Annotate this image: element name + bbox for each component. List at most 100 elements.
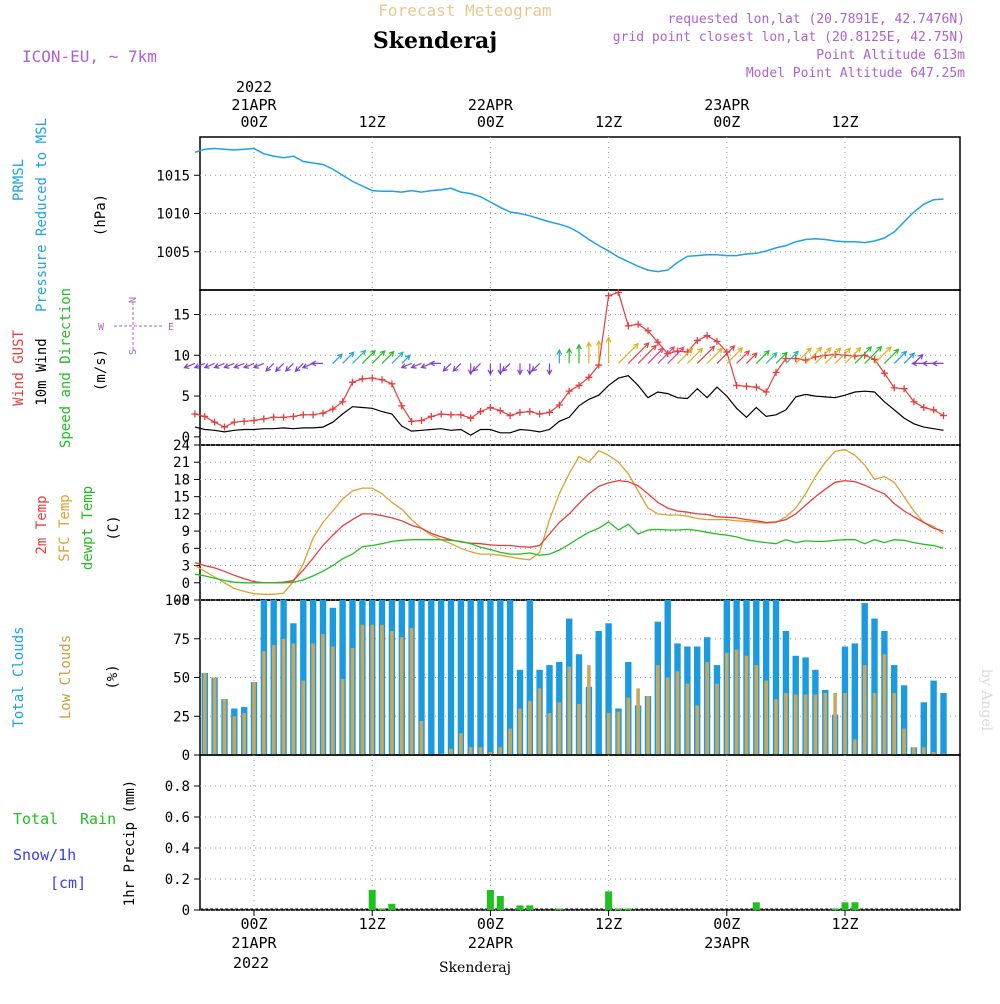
total-cloud-bar [772, 600, 780, 755]
panel-frame [199, 444, 961, 601]
top-hour-label: 00Z [240, 113, 267, 131]
low-cloud-bar [360, 624, 365, 755]
low-cloud-bar [922, 747, 926, 756]
gust-marker [398, 402, 406, 410]
gust-marker [743, 382, 750, 390]
y-tick-label: 6 [182, 541, 190, 557]
gust-marker [762, 388, 770, 396]
gust-marker [240, 417, 248, 425]
total-cloud-bar [457, 600, 465, 755]
total-cloud-bar [920, 702, 927, 755]
low-cloud-bar [754, 665, 759, 755]
gust-marker [417, 417, 425, 425]
low-cloud-bar [537, 688, 542, 755]
bottom-year: 2022 [233, 954, 269, 972]
rain-bar [526, 905, 534, 910]
gust-marker [220, 423, 228, 431]
rain-bar [388, 903, 396, 910]
wind-direction-arrow [361, 349, 376, 364]
top-year: 2022 [236, 78, 272, 96]
total-clouds-label: Total Clouds [11, 626, 27, 727]
low-cloud-bar [744, 655, 749, 755]
total-cloud-bar [428, 600, 435, 755]
model-point-altitude: Model Point Altitude 647.25m [746, 66, 965, 81]
requested-coords: requested lon,lat (20.7891E, 42.7476N) [668, 12, 965, 27]
wind-direction-arrow [381, 350, 395, 364]
gust-marker [772, 368, 780, 376]
y-tick-label: 18 [173, 472, 190, 488]
rain-bar [851, 902, 859, 911]
gust-marker [890, 384, 898, 392]
gust-marker [230, 418, 238, 426]
low-cloud-bar [508, 728, 512, 755]
low-cloud-bar [695, 705, 699, 755]
rain-bar [496, 896, 504, 910]
wind-direction-arrow [420, 362, 432, 369]
wind-direction-arrow [284, 362, 294, 372]
wind-direction-arrow [391, 351, 404, 364]
precip-labels: Total Rain Snow/1h [cm] 1hr Precip (mm) [13, 780, 138, 906]
wind-labels: Wind GUST 10m Wind Speed and Direction (… [11, 288, 174, 448]
dewpt-line [194, 521, 944, 584]
pressure-line [194, 147, 944, 273]
precip-axis-label: 1hr Precip (mm) [122, 780, 138, 906]
y-tick-label: 75 [173, 632, 190, 648]
gust-marker [329, 405, 337, 413]
wind-direction-arrow [903, 352, 916, 364]
compass-s: S [128, 349, 139, 355]
top-date-label: 23APR [704, 96, 750, 114]
wind-gust-label: Wind GUST [11, 330, 27, 406]
total-cloud-bar [763, 600, 770, 755]
precip-panel: 0 0.2 0.4 0.6 0.8 [165, 754, 961, 919]
rain-bar [378, 908, 386, 910]
gust-marker [792, 355, 800, 363]
low-cloud-bar [784, 693, 788, 755]
bottom-date-label: 23APR [704, 934, 750, 952]
forecast-meteogram-title: Forecast Meteogram [378, 1, 551, 20]
gust-marker [575, 381, 583, 389]
wind-direction-arrow [874, 346, 892, 364]
bottom-hour-label: 12Z [831, 915, 858, 933]
low-cloud-bar [774, 699, 778, 755]
top-hour-label: 12Z [831, 113, 858, 131]
wind-direction-arrow [301, 362, 314, 369]
top-hour-label: 12Z [359, 113, 386, 131]
cm-label: [cm] [50, 874, 86, 892]
wind-direction-arrow [931, 360, 944, 367]
y-tick-label: 0 [182, 903, 190, 919]
gust-marker [289, 412, 297, 420]
bottom-hour-label: 00Z [477, 915, 504, 933]
compass-n: N [128, 297, 139, 303]
low-cloud-bar [212, 677, 217, 755]
gust-marker [447, 411, 455, 419]
low-cloud-bar [626, 697, 631, 755]
gust-marker [339, 398, 347, 406]
rain-bar [368, 889, 376, 910]
panel-frame [199, 754, 961, 911]
gust-marker [605, 292, 613, 300]
wind-direction-arrow [526, 363, 533, 376]
wind-direction-arrow [442, 362, 452, 372]
gust-marker [496, 407, 504, 415]
low-cloud-bar [862, 665, 867, 755]
top-date-label: 22APR [468, 96, 514, 114]
low-cloud-bar [380, 624, 384, 755]
wind-direction-arrow [576, 343, 582, 364]
low-cloud-bar [252, 682, 256, 755]
percent-unit: (%) [105, 664, 121, 689]
total-cloud-bar [506, 600, 514, 755]
low-cloud-bar [449, 748, 453, 755]
gust-marker [319, 409, 327, 417]
bottom-hour-label: 00Z [240, 915, 267, 933]
rain-bar [831, 908, 839, 910]
low-cloud-bar [872, 693, 877, 755]
wind-direction-arrow [824, 347, 842, 364]
hpa-unit: (hPa) [93, 194, 109, 236]
low-cloud-bar [498, 747, 502, 756]
gust-marker [309, 411, 317, 419]
low-cloud-bar [557, 702, 562, 755]
gust-marker [880, 369, 888, 377]
low-cloud-bar [892, 693, 896, 755]
